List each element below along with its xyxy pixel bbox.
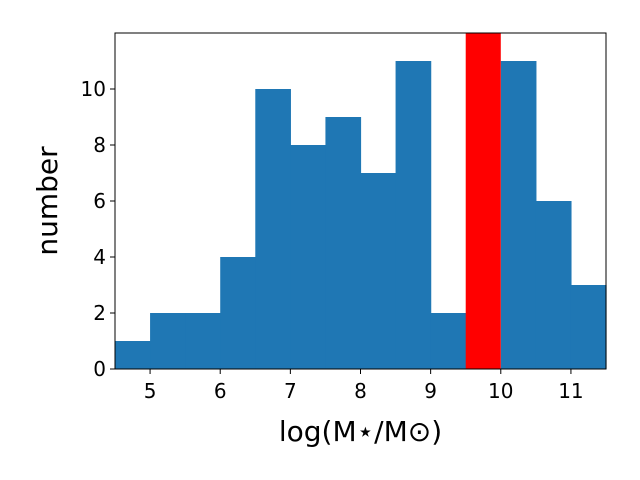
histogram-bar: [570, 285, 607, 369]
x-tick-label: 7: [284, 379, 297, 403]
histogram-bar: [220, 257, 256, 369]
histogram-bar: [325, 117, 362, 369]
histogram-bar: [255, 89, 291, 369]
x-tick-label: 6: [214, 379, 227, 403]
x-tick-label: 9: [424, 379, 437, 403]
x-tick-label: 10: [488, 379, 513, 403]
histogram-bar: [500, 61, 537, 369]
x-tick-label: 11: [558, 379, 583, 403]
x-tick-label: 5: [144, 379, 157, 403]
histogram-bar: [115, 341, 151, 369]
histogram-bar: [290, 145, 327, 369]
bars-layer: [115, 61, 607, 369]
highlight-layer: [465, 33, 501, 369]
y-tick-label: 2: [93, 301, 106, 325]
highlight-band: [465, 33, 501, 369]
histogram-bar: [360, 173, 397, 369]
x-axis-label: log(M⋆/M⊙): [279, 415, 442, 448]
y-tick-label: 6: [93, 189, 106, 213]
histogram-bar: [430, 313, 467, 369]
histogram-bar: [395, 61, 432, 369]
histogram-bar: [535, 201, 572, 369]
x-tick-label: 8: [354, 379, 367, 403]
y-axis-ticks: 0 2 4 6 8 10: [81, 77, 115, 381]
y-tick-label: 10: [81, 77, 106, 101]
y-axis-label: number: [31, 146, 64, 256]
y-tick-label: 8: [93, 133, 106, 157]
y-tick-label: 0: [93, 357, 106, 381]
x-axis-ticks: 5 6 7 8 9 10 11: [144, 369, 584, 403]
histogram-bar: [150, 313, 186, 369]
histogram-bar: [185, 313, 221, 369]
y-tick-label: 4: [93, 245, 106, 269]
